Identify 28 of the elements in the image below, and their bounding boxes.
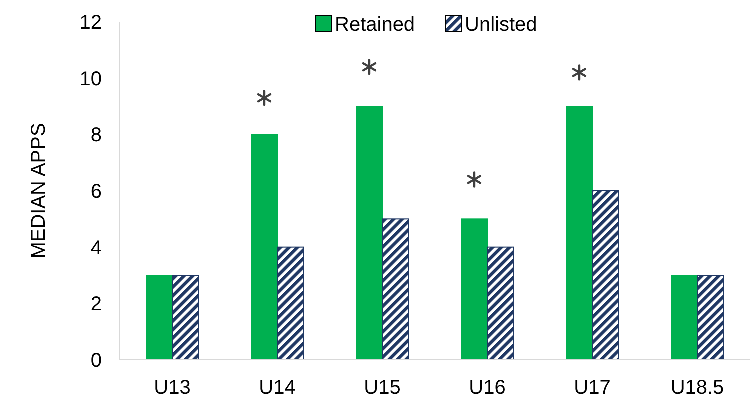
bar [146,275,173,360]
y-tick-label: 0 [90,350,102,372]
x-tick-label: U18.5 [670,377,724,399]
bar [172,275,199,360]
y-tick-label: 6 [90,181,102,203]
y-axis-title: MEDIAN APPS [28,123,50,259]
x-tick-label: U16 [469,377,506,399]
legend-label: Retained [335,14,416,36]
bar [251,134,278,360]
x-tick-label: U14 [259,377,296,399]
bar [487,246,514,360]
bar [697,275,724,360]
bar [566,106,593,360]
y-tick-label: 12 [80,12,102,34]
bar [461,218,488,360]
bar [277,246,304,360]
bar [592,190,619,360]
bar [356,106,383,360]
y-tick-label: 8 [90,124,102,147]
bar [382,218,409,360]
x-tick-label: U13 [154,377,191,399]
y-tick-label: 10 [80,68,102,90]
bar [671,275,698,360]
x-tick-label: U15 [364,377,401,399]
y-tick-label: 4 [90,237,102,260]
legend-label: Unlisted [465,14,538,36]
x-tick-label: U17 [574,377,611,399]
y-tick-label: 2 [90,294,102,316]
